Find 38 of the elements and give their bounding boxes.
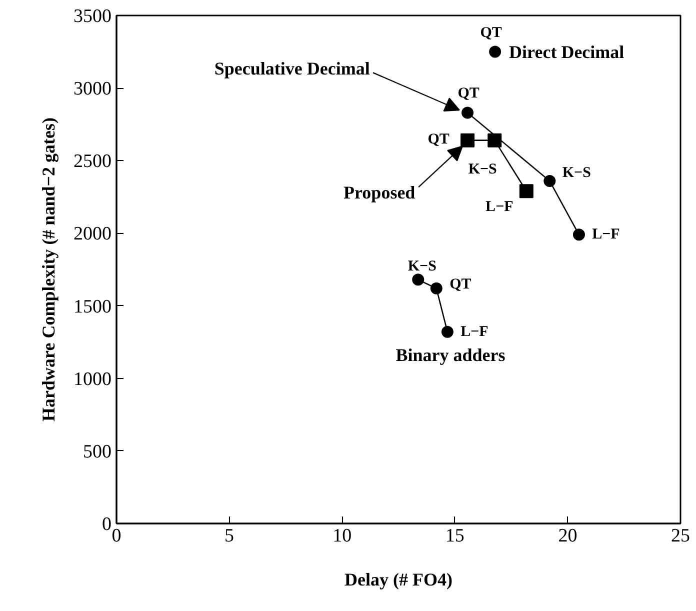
- annotation: K−S: [468, 161, 497, 178]
- annotation: QT: [450, 276, 472, 292]
- y-tick-label: 2000: [74, 224, 112, 245]
- y-tick-label: 3000: [74, 78, 112, 100]
- annotation: L−F: [460, 324, 488, 340]
- annotation: L−F: [592, 226, 620, 243]
- x-tick-label: 15: [445, 526, 464, 546]
- point: [544, 174, 556, 187]
- annotation: QT: [428, 131, 450, 148]
- annotation: QT: [480, 24, 502, 41]
- x-tick-label: 20: [558, 526, 578, 546]
- text: Proposed: [344, 182, 416, 203]
- point: [441, 326, 454, 338]
- point: [460, 133, 475, 148]
- point: [462, 106, 474, 119]
- point: [489, 46, 502, 58]
- annotation: K−S: [562, 164, 591, 181]
- y-tick-label: 500: [83, 441, 112, 462]
- point: [412, 274, 424, 286]
- y-tick-label: 2500: [74, 151, 112, 172]
- y-axis-title: Hardware Complexity (# nand−2 gates): [38, 118, 58, 422]
- x-tick-label: 5: [224, 526, 234, 546]
- x-axis-title: Delay (# FO4): [344, 570, 452, 590]
- y-tick-label: 3500: [74, 6, 112, 27]
- annotation: QT: [458, 86, 480, 102]
- y-tick-label: 1000: [74, 368, 112, 390]
- series-label: Binary adders: [396, 344, 506, 365]
- series-label: Direct Decimal: [509, 42, 624, 62]
- x-tick-label: 25: [671, 526, 690, 546]
- annotation: K−S: [408, 258, 436, 275]
- point: [572, 228, 585, 241]
- point: [488, 133, 502, 148]
- point: [430, 282, 442, 294]
- annotation: L−F: [486, 199, 514, 216]
- point: [519, 184, 534, 198]
- x-tick-label: 10: [332, 526, 352, 546]
- y-tick-label: 1500: [74, 296, 112, 318]
- text: Speculative Decimal: [214, 58, 370, 78]
